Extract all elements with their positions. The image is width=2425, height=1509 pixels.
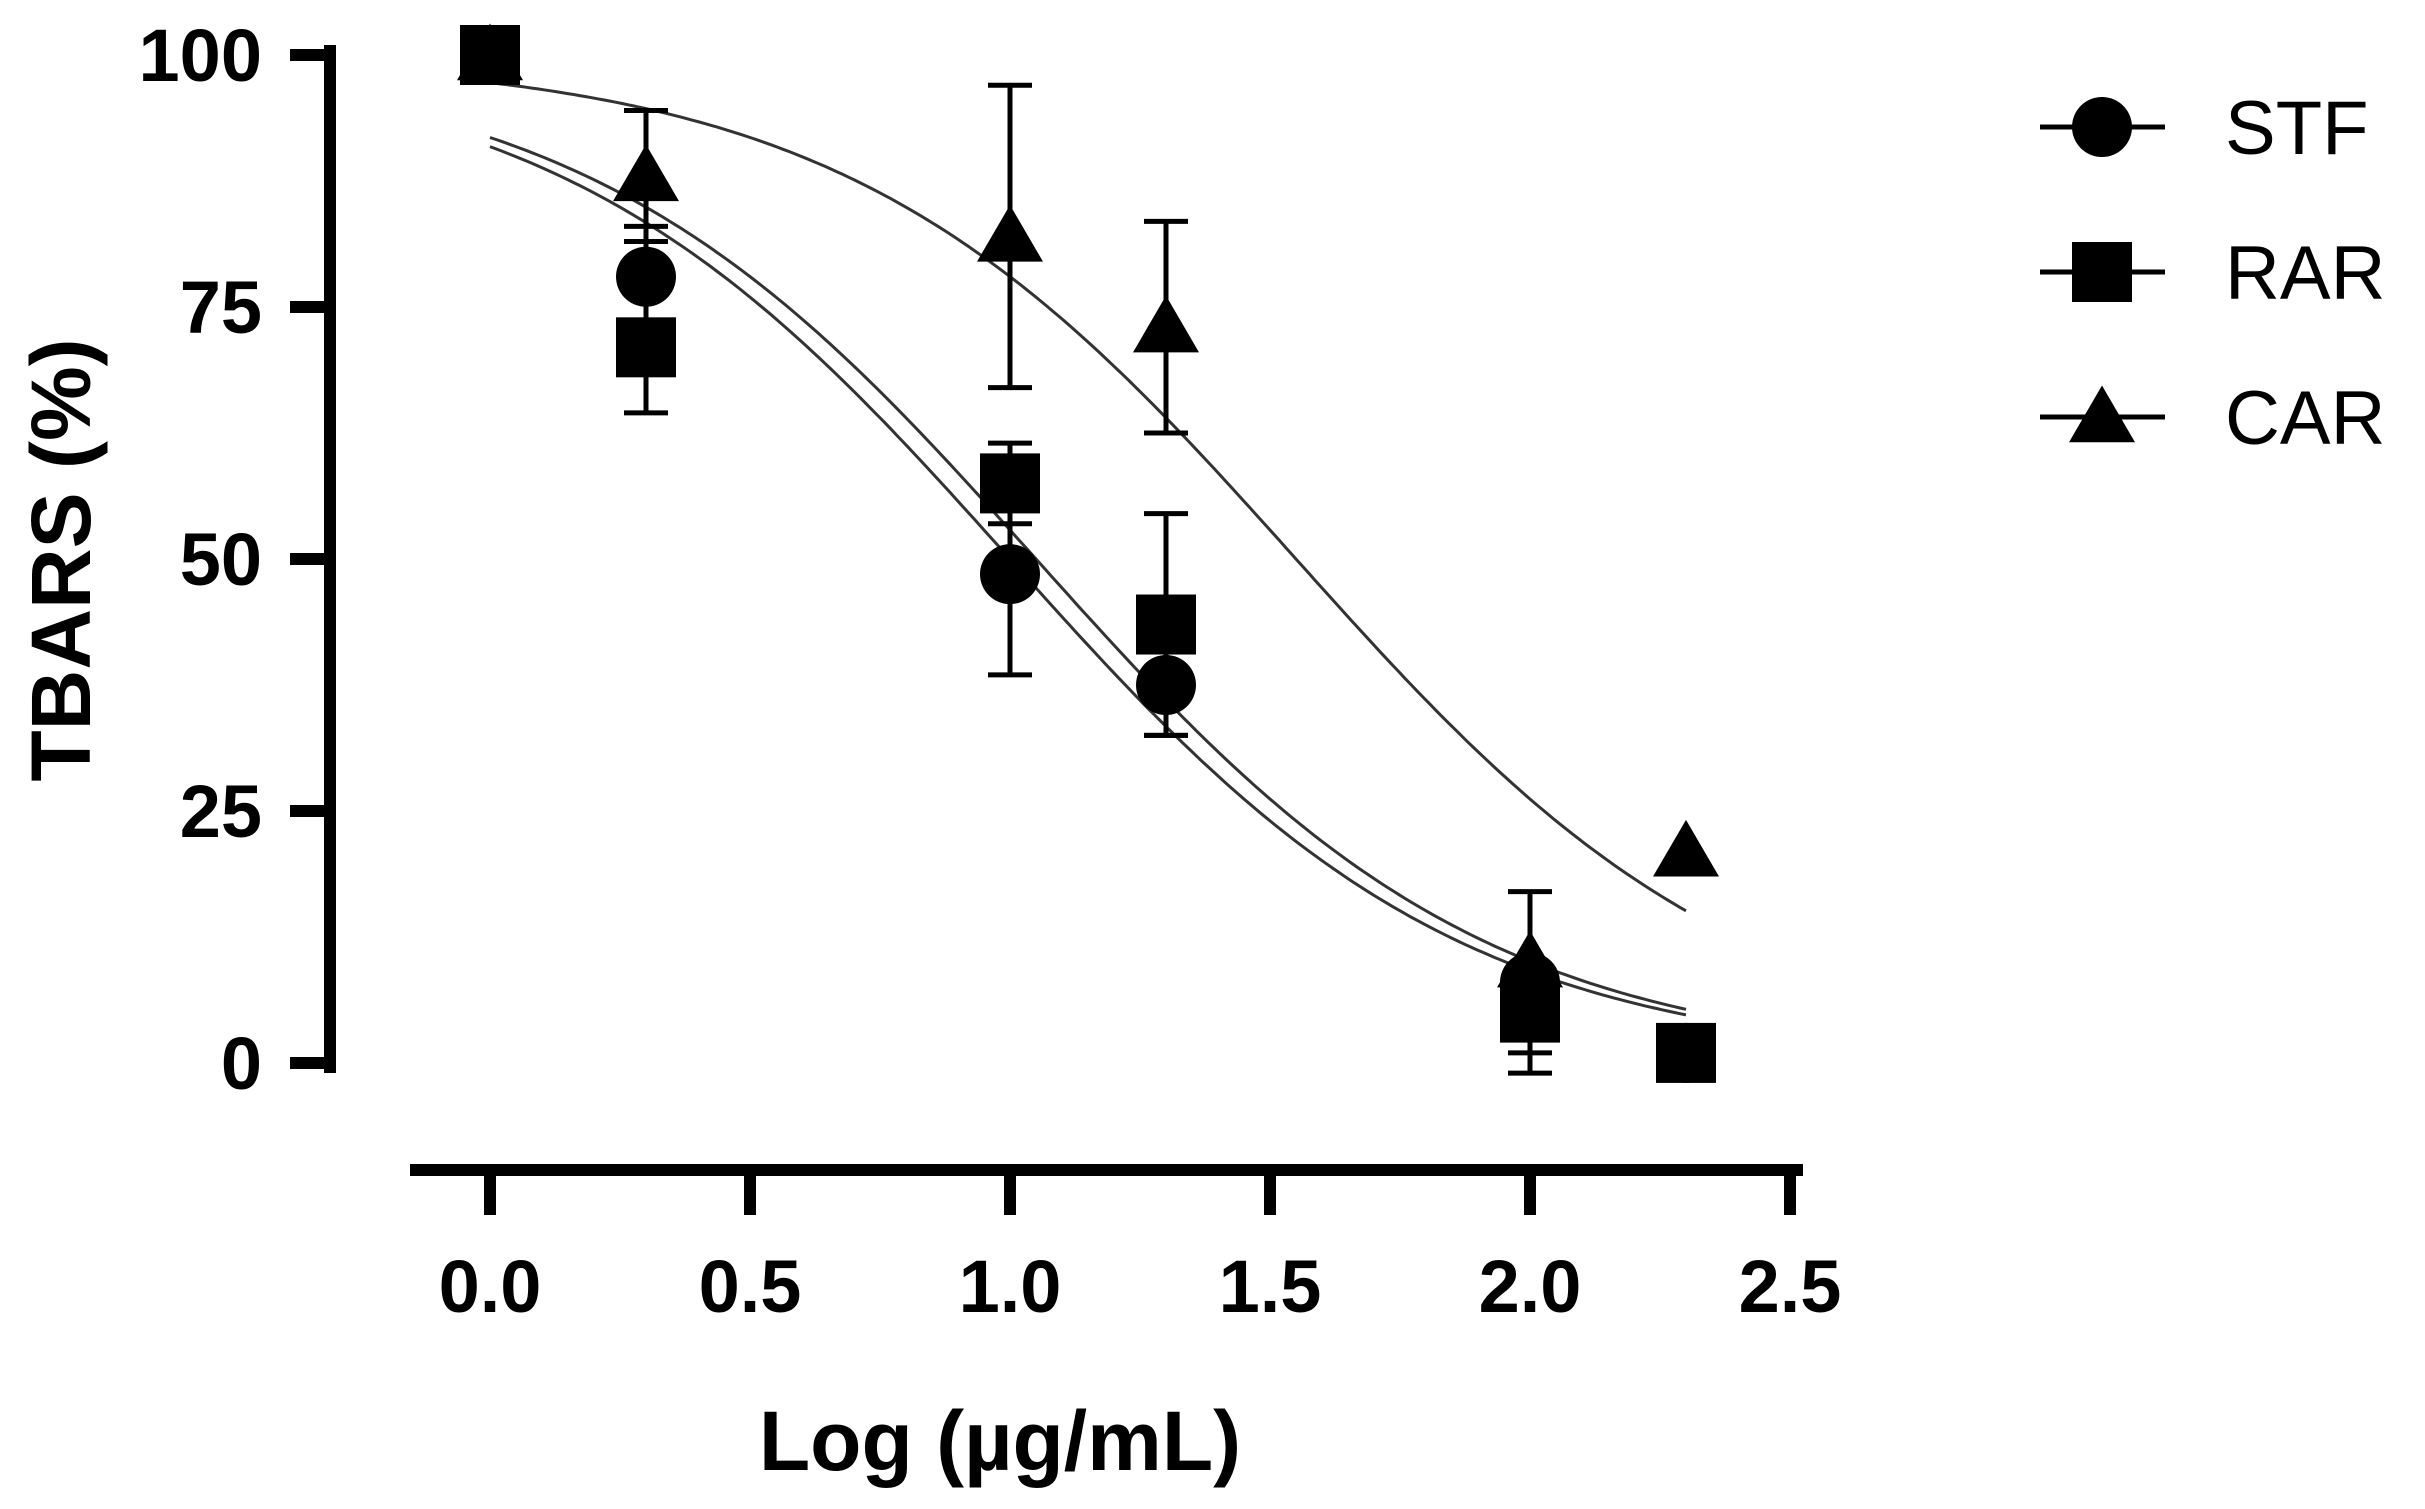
legend-marker-triangle <box>2069 385 2135 443</box>
y-axis-title: TBARS (%) <box>14 338 108 781</box>
legend-label: RAR <box>2225 231 2385 316</box>
point-stf <box>980 544 1040 605</box>
x-axis: 0.0 0.5 1.0 1.5 2.0 2.5 <box>410 1164 1841 1328</box>
fit-curves <box>489 81 1687 1017</box>
fit-curve-car <box>489 81 1687 913</box>
point-car <box>977 204 1043 262</box>
point-stf <box>1136 655 1196 715</box>
point-car <box>1497 930 1563 988</box>
fit-curve-rar <box>489 136 1687 1011</box>
legend-label: CAR <box>2225 376 2385 461</box>
point-car <box>613 144 679 202</box>
legend-item-stf: STF <box>2040 86 2369 171</box>
point-rar <box>616 317 676 378</box>
legend-marker-square <box>2072 242 2132 302</box>
x-tick-label: 0.5 <box>699 1245 802 1328</box>
point-rar <box>980 453 1040 514</box>
y-tick-label: 50 <box>180 518 262 601</box>
point-stf <box>616 246 676 307</box>
error-bars <box>624 82 1552 1076</box>
x-tick-label: 1.5 <box>1219 1245 1322 1328</box>
point-rar <box>1656 1022 1716 1083</box>
legend-label: STF <box>2225 86 2369 171</box>
y-tick-label: 0 <box>221 1022 262 1105</box>
x-tick-label: 2.5 <box>1739 1245 1842 1328</box>
point-car <box>1653 819 1719 877</box>
point-car <box>457 23 523 81</box>
y-tick-label: 25 <box>180 770 262 853</box>
x-tick-label: 0.0 <box>439 1245 542 1328</box>
fit-curve-stf <box>489 145 1687 1017</box>
legend-item-rar: RAR <box>2040 231 2385 316</box>
point-rar <box>1136 594 1196 655</box>
data-markers <box>457 23 1719 1083</box>
y-axis: 0 25 50 75 100 <box>139 14 336 1105</box>
x-axis-title: Log (µg/mL) <box>759 1394 1241 1488</box>
point-car <box>1133 295 1199 353</box>
y-tick-label: 75 <box>180 266 262 349</box>
x-tick-label: 2.0 <box>1479 1245 1582 1328</box>
x-tick-label: 1.0 <box>959 1245 1062 1328</box>
legend-marker-circle <box>2072 97 2132 157</box>
point-rar <box>1500 982 1560 1043</box>
legend: STF RAR CAR <box>2040 86 2385 461</box>
legend-item-car: CAR <box>2040 376 2385 461</box>
y-tick-label: 100 <box>139 14 262 97</box>
